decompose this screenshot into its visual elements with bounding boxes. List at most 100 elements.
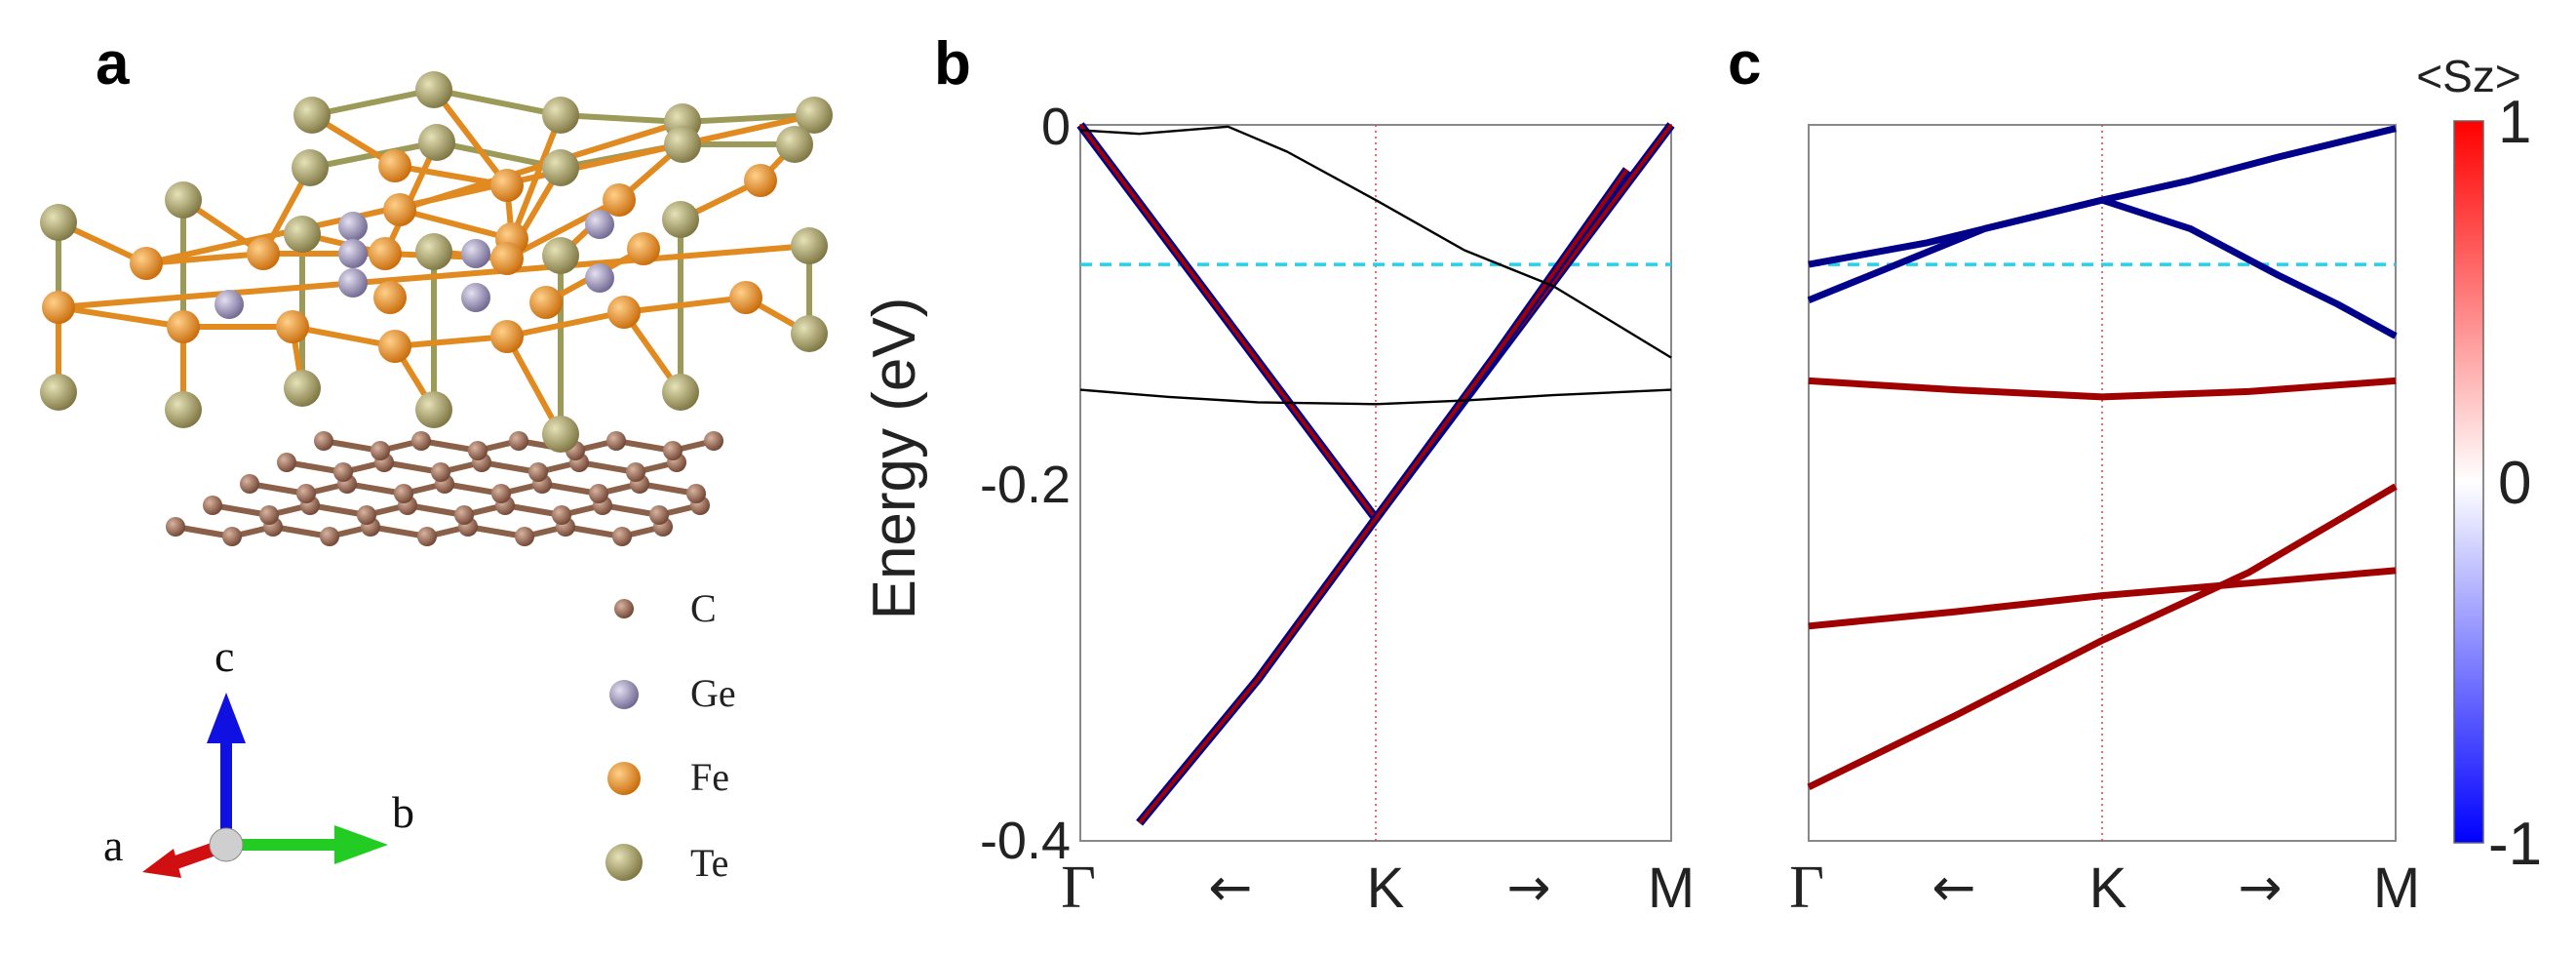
bond bbox=[431, 87, 564, 118]
atom-c bbox=[222, 527, 242, 546]
atom-c bbox=[589, 484, 608, 503]
atom-c bbox=[454, 505, 474, 525]
crystal-structure bbox=[40, 71, 833, 546]
atom-fe bbox=[42, 291, 75, 324]
atom-fe bbox=[247, 237, 280, 270]
atom-c bbox=[704, 431, 723, 451]
atom-te bbox=[415, 71, 452, 108]
b-band-1 bbox=[1138, 168, 1629, 824]
atom-te bbox=[542, 237, 579, 274]
panel-label-c: c bbox=[1728, 30, 1761, 98]
axis-label-c: c bbox=[215, 631, 234, 681]
atom-c bbox=[166, 517, 185, 537]
atom-fe bbox=[607, 296, 641, 329]
atom-te bbox=[662, 374, 699, 411]
atom-te bbox=[542, 149, 579, 186]
c-band-3 bbox=[1808, 567, 2397, 630]
atom-te bbox=[796, 97, 833, 134]
atom-c bbox=[203, 496, 222, 515]
atom-te bbox=[165, 181, 202, 219]
axis-triad: c b a bbox=[103, 631, 414, 878]
atom-c bbox=[552, 505, 571, 525]
legend-swatch-ge bbox=[609, 680, 639, 709]
c-axis-head bbox=[207, 693, 246, 743]
atom-fe bbox=[383, 193, 416, 226]
a-axis-head bbox=[142, 849, 181, 878]
atom-ge bbox=[215, 290, 244, 319]
colorbar-gradient bbox=[2453, 120, 2484, 844]
atom-c bbox=[333, 462, 353, 482]
bond bbox=[56, 304, 186, 330]
atom-c bbox=[468, 441, 488, 460]
legend-label-te: Te bbox=[690, 841, 728, 885]
b-arrow-left: ← bbox=[1208, 856, 1252, 918]
c-band-1 bbox=[1807, 196, 2398, 339]
atom-c bbox=[626, 462, 645, 482]
atom-te bbox=[664, 126, 701, 163]
b-ytick-neg04: -0.4 bbox=[980, 812, 1071, 870]
colorbar-tick-max: 1 bbox=[2498, 89, 2531, 156]
bond bbox=[290, 324, 398, 349]
atom-fe bbox=[744, 164, 777, 197]
atom-te bbox=[284, 370, 321, 407]
b-ytick-neg02: -0.2 bbox=[980, 456, 1071, 514]
atom-fe bbox=[627, 232, 660, 265]
b-arrow-right: → bbox=[1506, 856, 1550, 918]
b-band-3 bbox=[1079, 388, 1672, 406]
legend-label-c: C bbox=[690, 586, 717, 630]
atom-te bbox=[415, 391, 452, 428]
atom-ge bbox=[338, 268, 368, 298]
bond bbox=[56, 243, 812, 310]
bond bbox=[392, 334, 510, 349]
b-axis-head bbox=[334, 825, 388, 864]
bond bbox=[504, 334, 564, 437]
atom-ge bbox=[585, 210, 614, 239]
axis-label-a: a bbox=[103, 820, 123, 870]
atom-legend: C Ge Fe Te bbox=[605, 586, 736, 885]
atom-c bbox=[320, 527, 339, 546]
atom-fe bbox=[490, 320, 524, 353]
atom-c bbox=[371, 441, 390, 460]
atom-ge bbox=[585, 263, 614, 293]
atom-fe bbox=[373, 281, 407, 314]
legend-label-ge: Ge bbox=[690, 671, 736, 715]
atom-c bbox=[296, 484, 316, 503]
atom-te bbox=[284, 216, 321, 253]
atom-te bbox=[293, 97, 331, 134]
c-kpoint-gamma: Γ bbox=[1789, 855, 1824, 921]
atom-c bbox=[277, 453, 296, 472]
bond bbox=[680, 112, 817, 125]
atom-fe bbox=[378, 149, 411, 182]
atom-te bbox=[791, 227, 828, 264]
bond bbox=[504, 197, 622, 261]
bond bbox=[397, 207, 515, 242]
atom-fe bbox=[167, 310, 200, 343]
b-kpoint-gamma: Γ bbox=[1061, 855, 1096, 921]
c-arrow-right: → bbox=[2238, 856, 2282, 918]
colorbar-tick-min: -1 bbox=[2488, 811, 2542, 878]
atom-te bbox=[165, 391, 202, 428]
atom-c bbox=[411, 431, 431, 451]
atom-c bbox=[259, 505, 279, 525]
legend-swatch-c bbox=[614, 599, 634, 618]
atom-c bbox=[240, 474, 259, 494]
c-band-2 bbox=[1808, 377, 2397, 401]
bond bbox=[558, 112, 685, 125]
c-kpoint-m: M bbox=[2373, 856, 2420, 920]
bond bbox=[309, 87, 437, 118]
atom-te bbox=[292, 149, 329, 186]
legend-label-fe: Fe bbox=[690, 755, 729, 799]
atom-te bbox=[40, 374, 77, 411]
axis-origin bbox=[209, 827, 244, 862]
atom-c bbox=[606, 431, 626, 451]
b-band-2 bbox=[1079, 125, 1672, 359]
b-kpoint-m: M bbox=[1648, 856, 1695, 920]
b-kpoint-k: K bbox=[1367, 856, 1405, 920]
b-ylabel: Energy (eV) bbox=[861, 298, 928, 620]
c-arrow-left: ← bbox=[1932, 856, 1975, 918]
atom-c bbox=[663, 441, 683, 460]
atom-te bbox=[40, 204, 77, 241]
c-band-4 bbox=[1807, 483, 2398, 791]
colorbar-tick-mid: 0 bbox=[2498, 450, 2531, 517]
